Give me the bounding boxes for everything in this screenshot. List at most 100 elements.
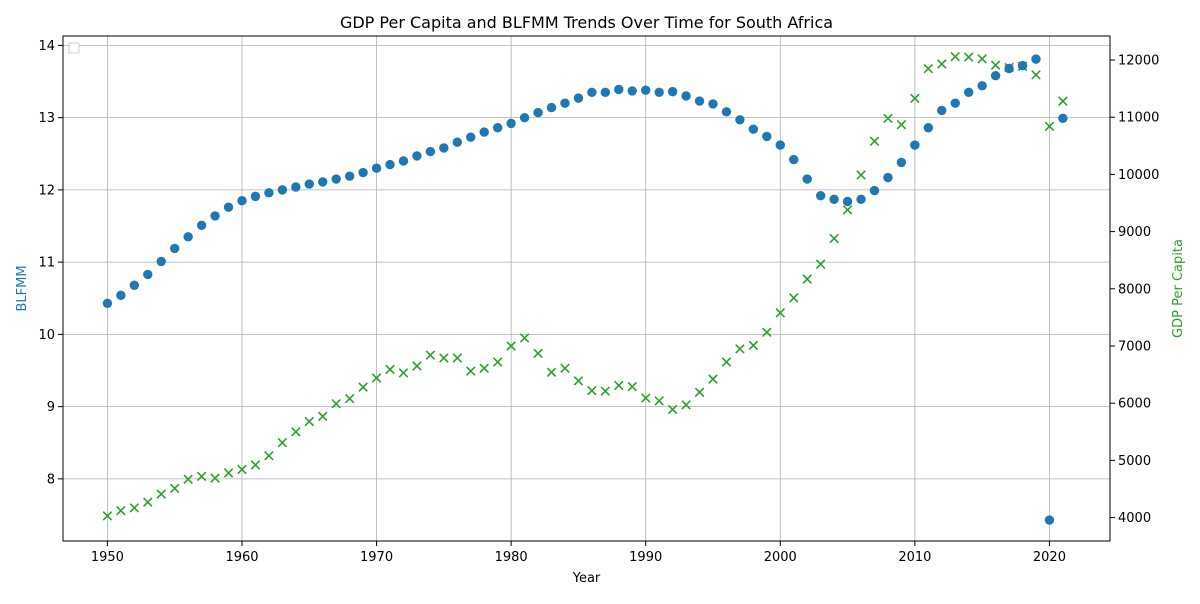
blfmm-point [169,243,180,254]
gdp-point [331,398,341,409]
gdp-marker-stroke [223,468,234,478]
gdp-point [815,259,826,269]
gdp-marker-stroke [815,259,826,269]
x-tick-label: 2020 [1033,550,1066,565]
gdp-marker-stroke [708,374,718,384]
gdp-marker-stroke [519,333,530,343]
gdp-marker-stroke [1031,70,1041,80]
gdp-marker-stroke [990,60,1001,70]
gdp-point [721,357,732,367]
gdp-point [116,505,126,516]
gdp-point [129,503,140,513]
blfmm-point [1004,63,1014,74]
blfmm-point [344,171,355,181]
gdp-point [250,460,261,470]
gdp-marker-stroke [183,474,193,484]
gdp-marker-stroke [452,353,463,363]
gdp-point [587,385,597,396]
right-y-axis-label: GDP Per Capita [1171,239,1186,338]
gdp-marker-stroke [250,460,261,470]
gdp-point [654,396,664,406]
gdp-point [223,468,234,478]
gdp-point [452,353,463,363]
gdp-marker-stroke [210,473,220,483]
gdp-point [358,382,368,392]
gdp-marker-stroke [735,344,745,354]
blfmm-point [856,194,866,204]
gdp-marker-stroke [856,170,866,180]
gdp-point [304,416,315,427]
gdp-marker-stroke [331,398,341,409]
gdp-point [977,54,987,64]
blfmm-point [304,179,314,189]
x-axis-label: Year [572,571,601,586]
gdp-point [910,93,920,104]
gdp-marker-stroke [748,340,759,351]
gdp-marker-stroke [1044,121,1055,132]
gdp-marker-stroke [304,416,315,427]
gdp-point [573,376,584,386]
blfmm-point [573,93,584,103]
gdp-point [264,451,274,461]
chart-title: GDP Per Capita and BLFMM Trends Over Tim… [340,13,833,32]
right-y-tick-label: 10000 [1118,168,1159,183]
left-y-tick-label: 14 [38,39,55,54]
gdp-point [627,381,638,392]
gdp-marker-stroke [762,327,772,338]
left-y-tick-label: 9 [47,400,55,415]
blfmm-point [762,131,772,142]
x-tick-label: 1990 [629,550,662,565]
gdp-marker-stroke [277,437,288,448]
gdp-marker-stroke [640,393,651,403]
left-y-tick-label: 10 [38,328,55,343]
gdp-marker-stroke [587,385,597,396]
blfmm-point [667,86,678,97]
blfmm-point [237,196,247,206]
gdp-marker-stroke [344,393,355,404]
gdp-marker-stroke [129,503,140,513]
blfmm-point [614,84,624,95]
x-tick-label: 2010 [898,550,931,565]
blfmm-point [1031,54,1041,64]
left-y-axis-label: BLFMM [15,265,30,311]
gdp-marker-stroke [573,376,584,386]
gdp-point [169,483,180,494]
gdp-marker-stroke [923,63,934,74]
blfmm-point [735,115,745,125]
blfmm-point [721,107,732,117]
gdp-point [143,497,153,507]
gdp-marker-stroke [546,367,557,378]
gdp-marker-stroke [802,274,812,284]
blfmm-point [452,137,463,147]
gdp-marker-stroke [169,483,180,494]
blfmm-point [587,87,597,98]
blfmm-point [210,211,220,221]
left-y-tick-label: 8 [47,472,55,487]
gdp-marker-stroke [317,411,328,422]
gdp-point [546,367,557,378]
gdp-marker-stroke [721,357,732,367]
blfmm-point [156,256,166,267]
gdp-point [492,357,503,367]
gdp-point [614,380,624,391]
gdp-marker-stroke [910,93,920,104]
gdp-marker-stroke [412,361,422,371]
x-tick-label: 1950 [91,550,124,565]
gdp-marker-stroke [788,293,799,303]
blfmm-point [1017,60,1028,71]
gdp-marker-stroke [694,387,705,398]
gdp-marker-stroke [116,505,126,516]
right-y-tick-label: 9000 [1118,225,1151,240]
blfmm-point [654,87,664,98]
gdp-point [735,344,745,354]
gdp-marker-stroke [869,136,880,146]
gdp-point [842,205,853,215]
blfmm-point [627,86,637,96]
blfmm-point [546,102,557,113]
gdp-marker-stroke [775,308,786,318]
right-y-tick-label: 6000 [1118,397,1151,412]
gdp-marker-stroke [842,205,853,215]
blfmm-point [896,157,907,168]
blfmm-point [183,232,193,242]
gdp-point [869,136,880,146]
